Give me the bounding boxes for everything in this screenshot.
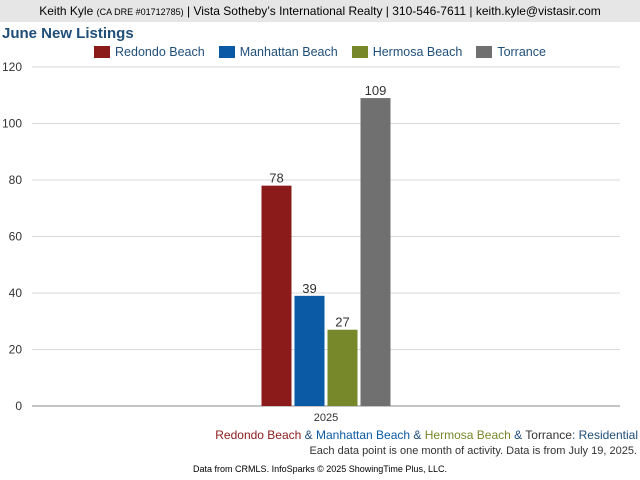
footer-series-name: Torrance xyxy=(525,428,572,442)
bar-manhattan-beach xyxy=(294,295,325,406)
y-tick-label: 100 xyxy=(2,117,22,131)
bar-chart: 0 20 40 60 80 100 120 78 39 27 109 2025 xyxy=(2,60,620,424)
footer-series-name: Redondo Beach xyxy=(215,428,302,442)
x-tick-label: 2025 xyxy=(314,412,338,424)
legend-label: Hermosa Beach xyxy=(372,45,463,59)
agent-header: Keith Kyle (CA DRE #01712785) | Vista So… xyxy=(0,0,640,22)
legend-swatch xyxy=(94,46,111,58)
bar-hermosa-beach xyxy=(327,329,358,406)
agent-contact: | Vista Sotheby’s International Realty |… xyxy=(187,4,601,18)
legend-label: Torrance xyxy=(497,45,546,59)
legend-label: Redondo Beach xyxy=(115,45,205,59)
data-source: Data from CRMLS. InfoSparks © 2025 Showi… xyxy=(193,464,447,474)
y-tick-label: 20 xyxy=(9,343,23,357)
legend-swatch xyxy=(351,46,368,58)
footer-suffix: : Residential xyxy=(571,428,638,442)
agent-license: (CA DRE #01712785) xyxy=(96,7,184,17)
footer-separator: & xyxy=(410,428,425,442)
legend-label: Manhattan Beach xyxy=(239,45,338,59)
agent-name: Keith Kyle xyxy=(39,4,94,18)
data-label: 78 xyxy=(269,171,283,186)
bar-torrance xyxy=(360,98,391,406)
legend-item: Torrance xyxy=(476,45,546,59)
data-label: 109 xyxy=(365,83,387,98)
legend-item: Hermosa Beach xyxy=(351,45,463,59)
data-label: 27 xyxy=(335,315,349,330)
y-tick-label: 120 xyxy=(2,60,22,74)
legend-item: Manhattan Beach xyxy=(218,45,338,59)
footer-note: Each data point is one month of activity… xyxy=(309,445,637,457)
footer-series-name: Manhattan Beach xyxy=(316,428,411,442)
bar-redondo-beach xyxy=(261,185,292,406)
legend-swatch xyxy=(218,46,235,58)
footer-series-line: Redondo Beach & Manhattan Beach & Hermos… xyxy=(215,428,638,442)
data-label: 39 xyxy=(302,281,316,296)
y-tick-label: 80 xyxy=(9,173,23,187)
legend-item: Redondo Beach xyxy=(94,45,205,59)
y-tick-label: 60 xyxy=(9,230,23,244)
legend: Redondo Beach Manhattan Beach Hermosa Beac… xyxy=(0,45,640,59)
footer-series-name: Hermosa Beach xyxy=(424,428,511,442)
footer-separator: & xyxy=(510,428,526,442)
y-tick-label: 40 xyxy=(9,286,23,300)
y-tick-label: 0 xyxy=(15,399,22,413)
chart-title: June New Listings xyxy=(2,25,134,42)
footer-separator: & xyxy=(301,428,316,442)
legend-swatch xyxy=(476,46,493,58)
